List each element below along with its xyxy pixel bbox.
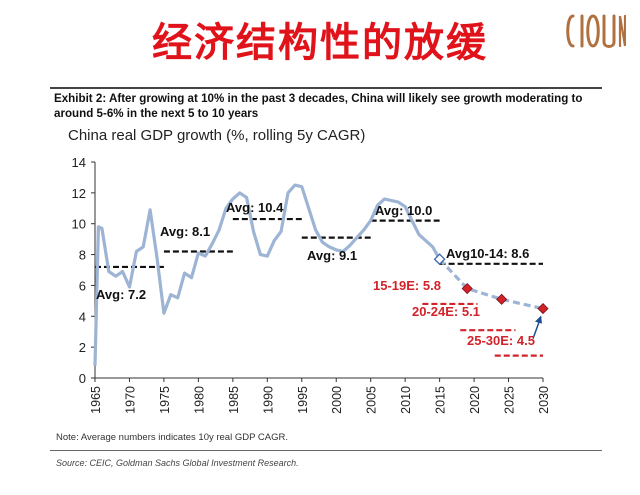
x-tick-label: 1990: [261, 386, 275, 414]
x-tick-label: 2025: [503, 386, 517, 414]
x-tick-label: 1995: [296, 386, 310, 414]
average-label: Avg10-14: 8.6: [446, 246, 529, 261]
chart-source: Source: CEIC, Goldman Sachs Global Inves…: [56, 458, 299, 468]
y-tick-label: 8: [79, 248, 86, 263]
gdp-growth-projection-line: [438, 258, 544, 311]
brand-logo-icon: [564, 8, 627, 58]
arrow-head-icon: [535, 315, 542, 324]
x-tick-label: 2005: [365, 386, 379, 414]
exhibit-caption: Exhibit 2: After growing at 10% in the p…: [54, 92, 583, 120]
data-point-marker: [537, 303, 549, 315]
average-label: Avg: 7.2: [96, 287, 146, 302]
y-tick-label: 10: [72, 217, 86, 232]
x-tick-label: 1965: [89, 386, 103, 414]
x-tick-label: 2030: [537, 386, 551, 414]
data-point-marker: [433, 253, 446, 266]
x-tick-label: 2000: [330, 386, 344, 414]
y-tick-label: 0: [79, 371, 86, 386]
x-tick-label: 1975: [158, 386, 172, 414]
x-tick-label: 2020: [468, 386, 482, 414]
average-label: Avg: 8.1: [160, 224, 210, 239]
footer-rule: [50, 450, 602, 451]
gdp-growth-series-line: [93, 183, 441, 366]
average-label: 15-19E: 5.8: [373, 278, 441, 293]
y-tick-label: 2: [79, 340, 86, 355]
y-tick-label: 12: [72, 186, 86, 201]
y-tick-label: 4: [79, 309, 86, 324]
average-label: Avg: 10.0: [375, 203, 432, 218]
exhibit-top-rule: [50, 87, 602, 89]
x-tick-label: 2010: [399, 386, 413, 414]
average-label: 20-24E: 5.1: [412, 304, 480, 319]
average-label: Avg: 10.4: [226, 200, 284, 215]
x-tick-label: 2015: [434, 386, 448, 414]
y-tick-label: 14: [72, 155, 86, 170]
x-tick-label: 1985: [227, 386, 241, 414]
data-point-marker: [496, 293, 508, 305]
average-label: 25-30E: 4.5: [467, 333, 535, 348]
x-tick-label: 1980: [192, 386, 206, 414]
chart-note: Note: Average numbers indicates 10y real…: [56, 432, 288, 443]
chart-title: China real GDP growth (%, rolling 5y CAG…: [68, 127, 366, 144]
average-label: Avg: 9.1: [307, 248, 357, 263]
slide-title: 经济结构性的放缓: [152, 20, 488, 66]
x-tick-label: 1970: [123, 386, 137, 414]
y-tick-label: 6: [79, 278, 86, 293]
data-point-marker: [461, 282, 473, 295]
